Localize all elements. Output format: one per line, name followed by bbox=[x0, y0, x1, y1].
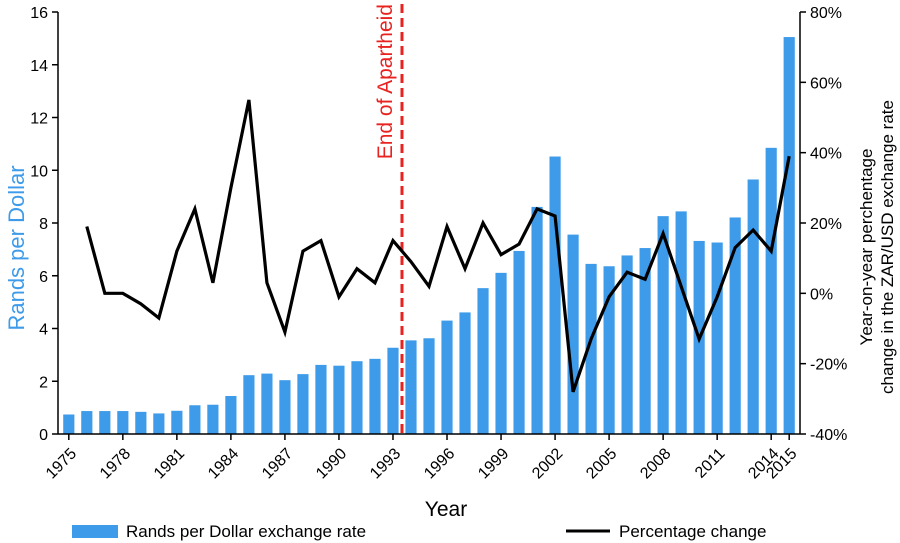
y-tick-label: 16 bbox=[30, 5, 48, 22]
tick-labels: 0 2 4 6 8 10 12 14 16 -40% -20% 0% 20% 40% 60% 80% 1975 1… bbox=[30, 5, 847, 482]
line-series bbox=[85, 99, 791, 393]
x-tick-label: 1996 bbox=[421, 445, 458, 482]
percentage-change-line bbox=[85, 99, 791, 393]
x-tick-label: 2008 bbox=[637, 445, 674, 482]
y2-tick-label: -40% bbox=[810, 427, 847, 444]
bar bbox=[63, 414, 75, 434]
bar bbox=[531, 206, 543, 434]
axes bbox=[52, 11, 806, 440]
y2-tick-label: 0% bbox=[810, 286, 833, 303]
bar bbox=[405, 340, 417, 434]
x-axis-title: Year bbox=[425, 498, 467, 521]
bar bbox=[729, 217, 741, 434]
y-tick-label: 14 bbox=[30, 58, 48, 75]
bar bbox=[243, 375, 255, 434]
x-tick-label: 1975 bbox=[43, 445, 80, 482]
x-tick-label: 2002 bbox=[529, 445, 566, 482]
y2-tick-label: 60% bbox=[810, 75, 842, 92]
bar bbox=[351, 361, 363, 434]
y-tick-label: 6 bbox=[39, 269, 48, 286]
bar bbox=[171, 410, 183, 434]
bar bbox=[297, 374, 309, 434]
bar bbox=[279, 380, 291, 434]
y2-tick-label: 20% bbox=[810, 216, 842, 233]
bar bbox=[261, 373, 273, 434]
bar bbox=[315, 364, 327, 434]
y-tick-label: 12 bbox=[30, 111, 48, 128]
x-tick-label: 1981 bbox=[151, 445, 188, 482]
x-tick-label: 1984 bbox=[205, 445, 242, 482]
end-of-apartheid-label: End of Apartheid bbox=[374, 4, 397, 159]
y-tick-label: 10 bbox=[30, 163, 48, 180]
bar bbox=[207, 404, 219, 434]
legend-bar-swatch bbox=[72, 525, 118, 538]
bar bbox=[783, 37, 795, 435]
bar bbox=[117, 411, 129, 434]
y2-tick-label: 80% bbox=[810, 5, 842, 22]
legend-line-label: Percentage change bbox=[619, 522, 766, 541]
bar bbox=[333, 365, 345, 434]
bar bbox=[621, 255, 633, 434]
bar bbox=[639, 248, 651, 434]
annotation-group: End of Apartheid bbox=[374, 4, 404, 434]
x-tick-label: 1978 bbox=[97, 445, 134, 482]
bar bbox=[585, 263, 597, 434]
bar bbox=[387, 347, 399, 434]
bar bbox=[459, 312, 471, 434]
bar bbox=[423, 338, 435, 434]
bar bbox=[189, 405, 201, 434]
bar bbox=[369, 358, 381, 434]
bar bbox=[549, 156, 561, 434]
legend: Rands per Dollar exchange rate Percentag… bbox=[72, 522, 766, 541]
bar bbox=[153, 413, 165, 434]
bar bbox=[657, 216, 669, 434]
x-tick-label: 1987 bbox=[259, 445, 296, 482]
bar bbox=[747, 179, 759, 434]
x-tick-label: 1993 bbox=[367, 445, 404, 482]
bar bbox=[567, 234, 579, 434]
x-tick-label: 2011 bbox=[692, 445, 728, 481]
y2-tick-label: 40% bbox=[810, 146, 842, 163]
bar bbox=[603, 266, 615, 434]
bar bbox=[99, 411, 111, 434]
bar bbox=[135, 411, 147, 434]
y-tick-label: 8 bbox=[39, 216, 48, 233]
x-tick-label: 1999 bbox=[475, 445, 512, 482]
y2-axis-title-line-1: Year-on-year perchentage bbox=[857, 149, 876, 346]
bar bbox=[477, 288, 489, 434]
y-tick-label: 2 bbox=[39, 374, 48, 391]
bar bbox=[675, 211, 687, 434]
bar bbox=[225, 396, 237, 434]
bar bbox=[81, 411, 93, 434]
y-tick-label: 0 bbox=[39, 427, 48, 444]
x-tick-label: 1990 bbox=[313, 445, 350, 482]
bar bbox=[513, 250, 525, 434]
bar bbox=[765, 147, 777, 435]
x-tick-label: 2005 bbox=[583, 445, 620, 482]
bar bbox=[711, 242, 723, 434]
legend-bar-label: Rands per Dollar exchange rate bbox=[126, 522, 366, 541]
y-axis-title: Rands per Dollar bbox=[4, 165, 29, 330]
y2-axis-title-line-2: change in the ZAR/USD exchange rate bbox=[878, 100, 897, 394]
bar bbox=[441, 320, 453, 434]
y2-tick-label: -20% bbox=[810, 357, 847, 374]
y-tick-label: 4 bbox=[39, 322, 48, 339]
bar-series bbox=[63, 37, 795, 435]
bar bbox=[495, 272, 507, 434]
